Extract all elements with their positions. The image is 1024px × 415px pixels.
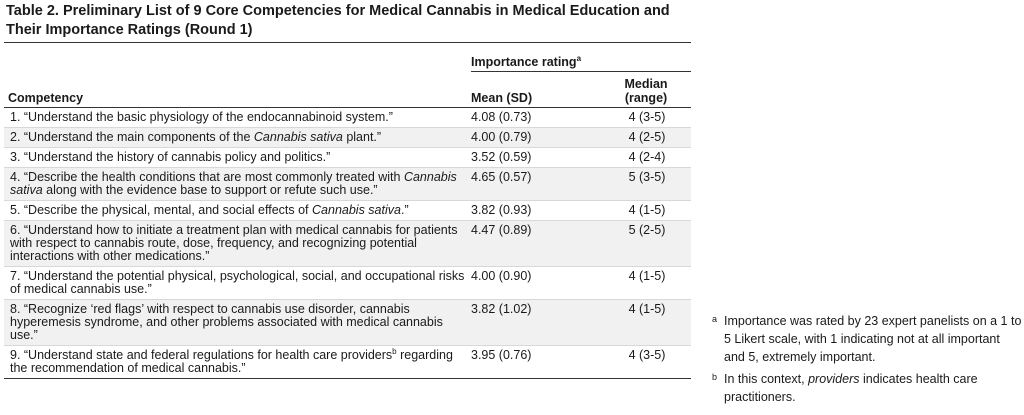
median-cell: 4 (1-5) bbox=[601, 299, 691, 346]
table-row: 8. “Recognize ‘red flags’ with respect t… bbox=[4, 299, 691, 346]
header-spacer bbox=[4, 43, 471, 72]
median-cell: 4 (3-5) bbox=[628, 348, 666, 362]
median-cell: 4 (2-4) bbox=[628, 150, 666, 164]
competency-cell: 6. “Understand how to initiate a treatme… bbox=[4, 220, 471, 267]
table-row: 9. “Understand state and federal regulat… bbox=[4, 346, 691, 379]
table-row: 5. “Describe the physical, mental, and s… bbox=[4, 201, 691, 221]
median-cell: 4 (1-5) bbox=[628, 269, 666, 283]
median-cell: 4 (3-5) bbox=[628, 110, 666, 124]
footnote-marker-a: a bbox=[576, 53, 582, 63]
mean-cell: 3.52 (0.59) bbox=[471, 150, 532, 164]
importance-rating-header: Importance ratinga bbox=[471, 43, 691, 72]
median-header: Median (range) bbox=[624, 77, 668, 105]
table-row: 6. “Understand how to initiate a treatme… bbox=[4, 220, 691, 267]
competency-cell: 4. “Describe the health conditions that … bbox=[4, 167, 471, 201]
mean-cell: 4.65 (0.57) bbox=[471, 167, 601, 201]
median-cell: 4 (1-5) bbox=[628, 203, 666, 217]
competency-cell: 9. “Understand state and federal regulat… bbox=[10, 346, 453, 375]
median-cell: 5 (2-5) bbox=[601, 220, 691, 267]
table-row: 2. “Understand the main components of th… bbox=[4, 127, 691, 148]
mean-cell: 4.00 (0.90) bbox=[471, 269, 532, 283]
median-cell: 4 (2-5) bbox=[601, 127, 691, 148]
table-row: 1. “Understand the basic physiology of t… bbox=[4, 108, 691, 128]
competency-table: Importance ratinga Competency Mean (SD) … bbox=[4, 42, 691, 379]
footnotes: a Importance was rated by 23 expert panel… bbox=[712, 312, 1024, 406]
competency-cell: 7. “Understand the potential physical, p… bbox=[10, 269, 465, 296]
footnote-b: b In this context, providers indicates he… bbox=[712, 372, 978, 404]
table-body: 1. “Understand the basic physiology of t… bbox=[4, 108, 691, 379]
mean-cell: 4.08 (0.73) bbox=[471, 110, 532, 124]
competency-cell: 5. “Describe the physical, mental, and s… bbox=[10, 203, 409, 217]
table-row: 7. “Understand the potential physical, p… bbox=[4, 267, 691, 300]
footnote-a: a Importance was rated by 23 expert panel… bbox=[712, 314, 1022, 364]
table-row: 3. “Understand the history of cannabis p… bbox=[4, 148, 691, 168]
competency-cell: 1. “Understand the basic physiology of t… bbox=[10, 110, 393, 124]
table-row: 4. “Describe the health conditions that … bbox=[4, 167, 691, 201]
mean-cell: 3.95 (0.76) bbox=[471, 348, 532, 362]
mean-header: Mean (SD) bbox=[471, 91, 533, 105]
competency-cell: 3. “Understand the history of cannabis p… bbox=[10, 150, 331, 164]
table-title: Table 2. Preliminary List of 9 Core Comp… bbox=[6, 3, 670, 38]
competency-header: Competency bbox=[8, 91, 84, 105]
mean-cell: 3.82 (0.93) bbox=[471, 203, 532, 217]
median-cell: 5 (3-5) bbox=[601, 167, 691, 201]
mean-cell: 3.82 (1.02) bbox=[471, 299, 601, 346]
competency-cell: 8. “Recognize ‘red flags’ with respect t… bbox=[4, 299, 471, 346]
competency-cell: 2. “Understand the main components of th… bbox=[4, 127, 471, 148]
mean-cell: 4.00 (0.79) bbox=[471, 127, 601, 148]
mean-cell: 4.47 (0.89) bbox=[471, 220, 601, 267]
